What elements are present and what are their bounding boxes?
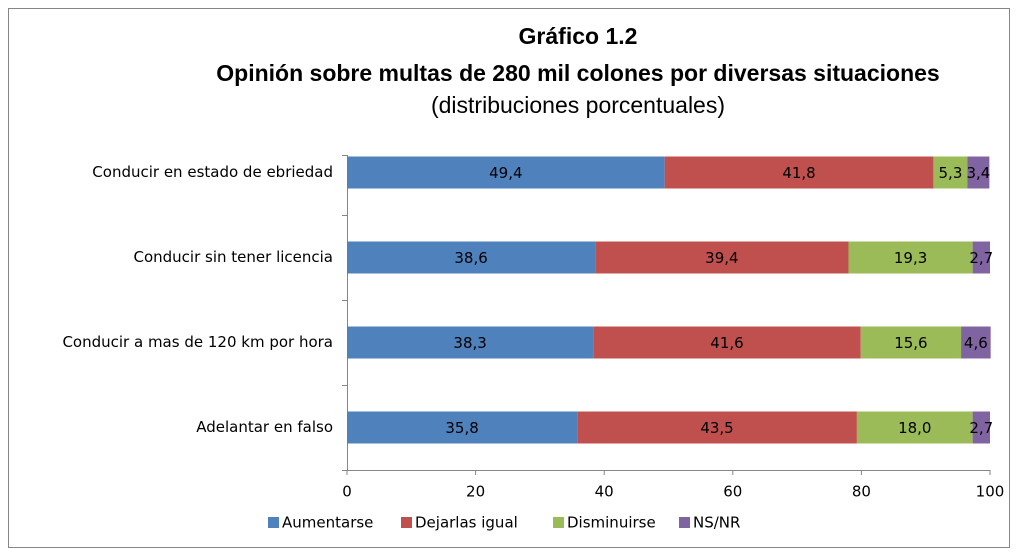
data-label: 39,4	[705, 249, 738, 267]
x-tick-label: 80	[852, 483, 871, 501]
x-tick-label: 60	[723, 483, 742, 501]
y-tick-label: Adelantar en falso	[196, 418, 333, 436]
data-label: 4,6	[964, 334, 988, 352]
legend-label: Dejarlas igual	[415, 514, 518, 532]
chart-border	[8, 8, 1010, 548]
bar-segment	[595, 241, 849, 274]
legend-swatch	[268, 517, 279, 528]
data-label: 35,8	[445, 419, 478, 437]
data-label: 43,5	[700, 419, 733, 437]
x-tick-label: 20	[466, 483, 485, 501]
bar-segment	[860, 326, 962, 359]
data-label: 41,8	[782, 164, 815, 182]
bar-segment	[577, 411, 857, 444]
y-tick-label: Conducir en estado de ebriedad	[92, 163, 333, 181]
chart-title: Gráfico 1.2	[519, 23, 638, 49]
data-label: 38,3	[453, 334, 486, 352]
bar-segment	[347, 411, 578, 444]
data-label: 2,7	[969, 419, 993, 437]
legend-label: Disminuirse	[567, 514, 656, 532]
bar-segment	[664, 156, 934, 189]
x-tick-label: 0	[342, 483, 352, 501]
legend-label: NS/NR	[693, 514, 740, 532]
bar-segment	[593, 326, 861, 359]
y-tick-label: Conducir a mas de 120 km por hora	[62, 333, 333, 351]
x-tick-label: 100	[976, 483, 1005, 501]
data-label: 2,7	[969, 249, 993, 267]
bar-segment	[347, 156, 665, 189]
legend-label: Aumentarse	[282, 514, 373, 532]
data-label: 19,3	[894, 249, 927, 267]
chart-subtitle: (distribuciones porcentuales)	[431, 92, 725, 118]
bar-segment	[347, 326, 594, 359]
legend-swatch	[553, 517, 564, 528]
bar-segment	[967, 156, 990, 189]
x-tick-label: 40	[595, 483, 614, 501]
bar-segment	[972, 241, 990, 274]
data-label: 49,4	[489, 164, 522, 182]
y-tick-label: Conducir sin tener licencia	[134, 248, 334, 266]
bar-segment	[933, 156, 968, 189]
data-label: 5,3	[939, 164, 963, 182]
bar-segment	[848, 241, 973, 274]
data-label: 41,6	[710, 334, 743, 352]
data-label: 15,6	[894, 334, 927, 352]
bar-segment	[347, 241, 596, 274]
legend-swatch	[679, 517, 690, 528]
data-label: 38,6	[454, 249, 487, 267]
data-label: 3,4	[966, 164, 990, 182]
bar-segment	[961, 326, 991, 359]
legend-swatch	[401, 517, 412, 528]
data-label: 18,0	[898, 419, 931, 437]
bar-segment	[856, 411, 973, 444]
bar-segment	[972, 411, 990, 444]
chart-title: Opinión sobre multas de 280 mil colones …	[216, 60, 939, 86]
